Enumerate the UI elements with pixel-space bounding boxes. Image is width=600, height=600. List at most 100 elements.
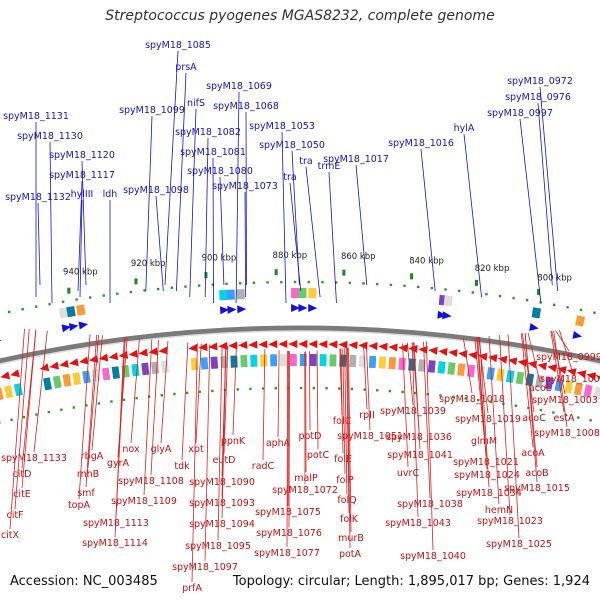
gc-dot (21, 307, 24, 311)
reverse-gene-label: folE (334, 454, 352, 465)
gc-dot (185, 391, 189, 395)
reverse-gene-arrow (338, 340, 348, 349)
reverse-gene-arrow (49, 361, 60, 370)
reverse-gene-label: spyM18_1003 (532, 395, 598, 406)
forward-gene-label: spyM18_0997 (487, 108, 553, 119)
reverse-gene-label: spyM18_1094 (189, 519, 255, 530)
gc-dot (363, 388, 366, 391)
reverse-gene-label: spyM18_1021 (453, 457, 519, 468)
gc-dot (274, 387, 277, 390)
reverse-leader-line (87, 335, 99, 469)
forward-gene-label: spyM18_1016 (388, 138, 454, 149)
gc-dot (334, 281, 338, 284)
gc-dot (312, 386, 316, 390)
reverse-gene-arrow (188, 343, 198, 352)
reverse-gene-block (270, 354, 278, 367)
reverse-gene-label: spyM18_1018 (439, 394, 505, 405)
forward-gene-label: spyM18_1069 (206, 81, 272, 92)
gc-dot (299, 386, 303, 390)
reverse-gene-block (250, 354, 258, 367)
gc-dot (252, 281, 256, 284)
map-title: Streptococcus pyogenes MGAS8232, complet… (105, 8, 495, 24)
forward-gene-label: spyM18_0976 (505, 92, 571, 103)
gc-dot (539, 408, 543, 412)
forward-gene-block (219, 289, 228, 301)
reverse-leader-line (402, 343, 409, 468)
reverse-gene-label: spyM18_1075 (255, 507, 321, 518)
reverse-gene-label: spyM18_1095 (185, 541, 251, 552)
reverse-leader-line (411, 342, 419, 518)
reverse-gene-block (329, 354, 337, 367)
gc-dot (236, 388, 239, 391)
gc-dot (348, 281, 352, 285)
genome-backbone (0, 325, 600, 365)
forward-gene-label: spyM18_1050 (259, 140, 325, 151)
forward-gene-block (66, 306, 76, 318)
forward-gene-label: trmE (318, 161, 341, 172)
reverse-gene-arrow (59, 359, 69, 368)
reverse-gene-label: citX (1, 530, 20, 541)
reverse-leader-line (195, 343, 202, 444)
forward-gene-arrow (237, 305, 247, 314)
gc-dot (129, 290, 133, 294)
reverse-gene-arrow (497, 355, 508, 364)
reverse-gene-label: potA (339, 549, 362, 560)
reverse-gene-label: spyM18_1019 (455, 414, 521, 425)
reverse-leader-line (340, 348, 344, 454)
reverse-leader-line (85, 334, 98, 488)
reverse-gene-label: spyM18_1038 (397, 499, 463, 510)
gc-dot (34, 305, 38, 308)
reverse-leader-line (217, 345, 223, 541)
reverse-leader-line (21, 329, 37, 489)
reverse-gene-label: spyM18_1114 (82, 538, 148, 549)
reverse-gene-arrow (248, 340, 258, 349)
gc-dot (403, 284, 406, 288)
gc-dot (35, 413, 38, 416)
reverse-gene-arrow (238, 341, 248, 350)
reverse-gene-label: spyM18_1025 (486, 539, 552, 550)
forward-gene-label: spyM18_1080 (187, 166, 253, 177)
forward-gene-label: spyM18_1132 (5, 192, 71, 203)
reverse-gene-block (378, 356, 387, 369)
gc-dot (75, 298, 78, 301)
gc-dot (451, 395, 455, 399)
gc-dot (471, 291, 474, 294)
reverse-gene-block (230, 355, 238, 368)
gc-dot (564, 413, 568, 417)
gc-dot (48, 302, 51, 306)
reverse-gene-label: potD (299, 431, 322, 442)
reverse-gene-label: estA (553, 413, 575, 424)
forward-gene-label: spyM18_1017 (323, 154, 389, 165)
gc-dot (350, 387, 354, 391)
kbp-tick-label: 840 kbp (409, 257, 444, 267)
forward-gene-block (291, 287, 300, 299)
reverse-gene-arrow (328, 340, 338, 349)
reverse-gene-block (4, 385, 14, 399)
forward-gene-label: spyM18_1081 (180, 147, 246, 158)
gc-dot (97, 402, 101, 405)
reverse-gene-arrow (478, 352, 488, 361)
reverse-gene-label: spyM18_1015 (504, 483, 570, 494)
reverse-gene-label: potC (307, 450, 330, 461)
reverse-gene-block (573, 382, 583, 396)
gc-dot (261, 387, 265, 390)
reverse-gene-block (240, 355, 248, 368)
gc-dot (552, 411, 555, 414)
reverse-gene-block (398, 357, 407, 371)
reverse-gene-arrow (198, 343, 208, 352)
reverse-gene-label: spyM18_1097 (172, 562, 238, 573)
reverse-gene-block (151, 361, 160, 375)
gc-dot (579, 308, 583, 312)
gc-dot (552, 303, 556, 306)
gc-dot (10, 418, 13, 422)
reverse-leader-line (286, 350, 289, 548)
forward-gene-label: spyM18_1068 (213, 101, 279, 112)
reverse-leader-line (363, 346, 368, 410)
gc-dot (173, 392, 176, 396)
reverse-gene-label: malP (294, 473, 318, 484)
reverse-leader-line (117, 337, 128, 458)
gc-dot (430, 286, 434, 290)
reverse-leader-line (309, 351, 311, 431)
gc-dot (170, 286, 174, 289)
